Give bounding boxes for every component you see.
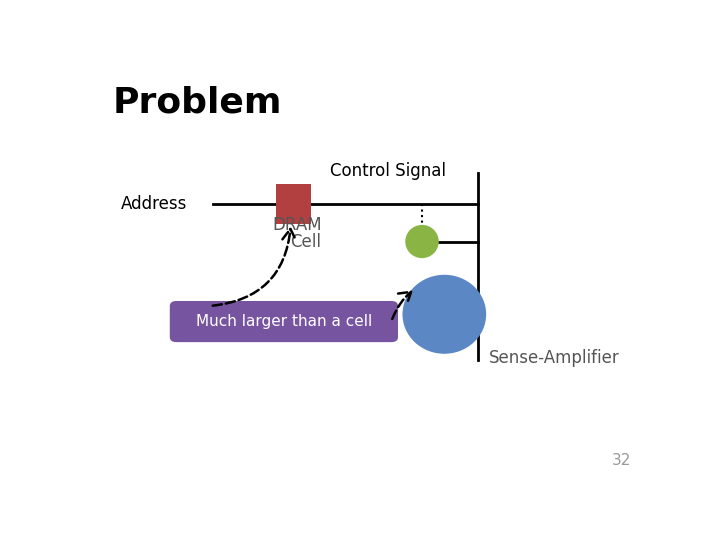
Ellipse shape xyxy=(405,225,438,258)
Text: Problem: Problem xyxy=(112,85,282,119)
Bar xyxy=(276,184,311,224)
Text: Control Signal: Control Signal xyxy=(330,162,446,180)
FancyArrowPatch shape xyxy=(212,229,296,306)
Text: Cell: Cell xyxy=(291,233,322,251)
FancyArrowPatch shape xyxy=(392,292,411,319)
FancyBboxPatch shape xyxy=(170,301,398,342)
Ellipse shape xyxy=(402,275,486,354)
Text: DRAM: DRAM xyxy=(272,216,322,234)
Text: Address: Address xyxy=(121,195,188,213)
Text: Much larger than a cell: Much larger than a cell xyxy=(196,314,372,329)
Text: 32: 32 xyxy=(612,453,631,468)
Text: Sense-Amplifier: Sense-Amplifier xyxy=(489,349,620,367)
